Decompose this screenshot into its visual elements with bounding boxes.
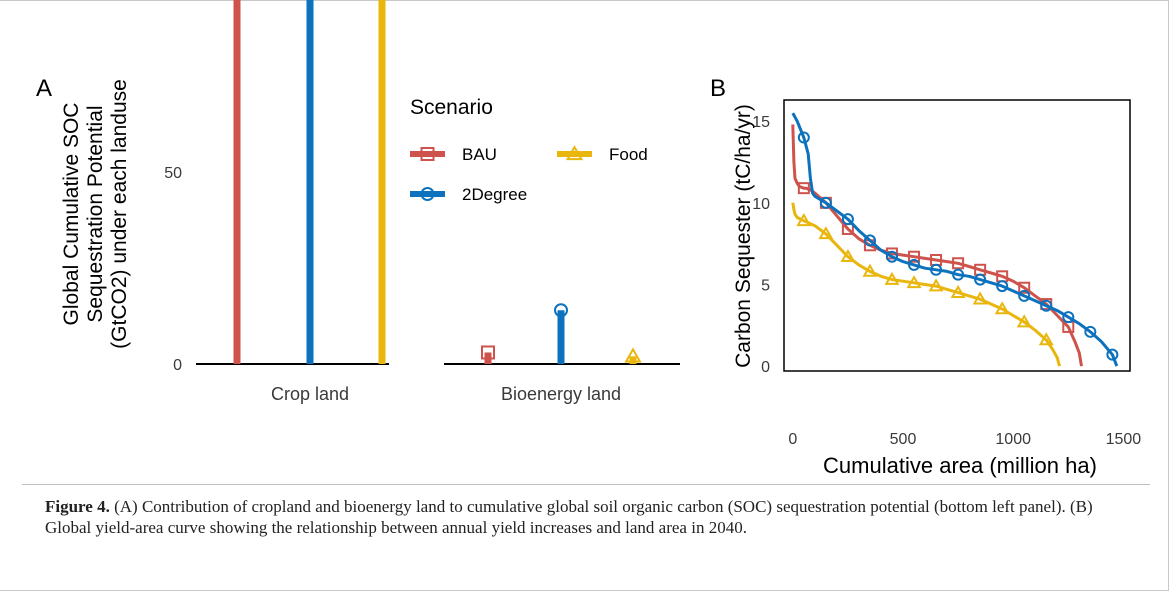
x-tick-label: 1000: [995, 431, 1031, 448]
category-label: Crop land: [271, 384, 349, 404]
panel-label-a: A: [36, 75, 52, 102]
y-tick-label: 0: [761, 359, 770, 376]
y-tick-label: 0: [173, 357, 182, 374]
caption-label: Figure 4.: [45, 497, 110, 516]
legend-label-2degree: 2Degree: [462, 185, 527, 204]
y-axis-label-line: Global Cumulative SOC: [60, 103, 83, 326]
category-label: Bioenergy land: [501, 384, 621, 404]
x-tick-label: 500: [890, 431, 917, 448]
y-axis-label-b: Carbon Sequester (tC/ha/yr): [732, 104, 755, 368]
caption-text: (A) Contribution of cropland and bioener…: [45, 497, 1093, 537]
x-tick-label: 1500: [1106, 431, 1142, 448]
legend-label-food: Food: [609, 145, 648, 164]
legend-title: Scenario: [410, 96, 493, 119]
x-axis-label-b: Cumulative area (million ha): [823, 453, 1097, 478]
figure-caption: Figure 4. (A) Contribution of cropland a…: [45, 496, 1125, 538]
legend-label-bau: BAU: [462, 145, 497, 164]
y-axis-label-line: Sequestration Potential: [84, 105, 107, 322]
panel-label-b: B: [710, 75, 726, 102]
y-tick-label: 5: [761, 277, 770, 294]
x-tick-label: 0: [788, 431, 797, 448]
y-axis-label-a: Global Cumulative SOCSequestration Poten…: [60, 79, 131, 349]
caption-divider: [22, 484, 1150, 485]
legend: Scenario BAU Food 2Degree: [410, 96, 648, 204]
figure-4: A Global Cumulative SOCSequestration Pote…: [0, 0, 1170, 484]
y-tick-label: 50: [164, 165, 182, 182]
plot-border-b: [784, 100, 1130, 371]
panel-a: A Global Cumulative SOCSequestration Pote…: [36, 0, 680, 404]
y-axis-label-line: (GtCO2) under each landuse: [108, 79, 131, 349]
